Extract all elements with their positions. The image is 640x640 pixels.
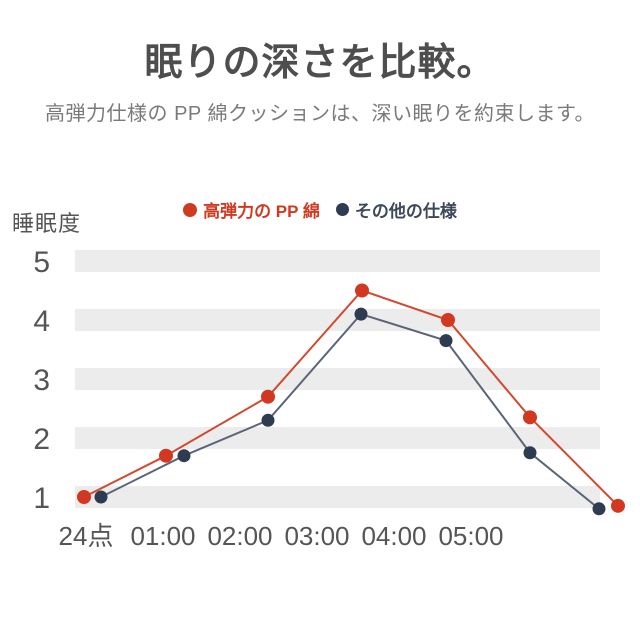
x-axis-label: 04:00	[361, 521, 426, 551]
legend-label-pp-cotton: 高弾力の PP 綿	[203, 202, 320, 221]
page-title: 眠りの深さを比較。	[144, 42, 496, 84]
data-point	[354, 307, 368, 321]
data-point	[523, 446, 537, 460]
legend-label-other-spec: その他の仕様	[354, 202, 457, 221]
grid-stripe	[75, 368, 600, 390]
grid-stripe	[75, 250, 600, 272]
legend-red-dot-icon	[183, 202, 198, 217]
y-axis-title: 睡眠度	[12, 211, 82, 236]
data-point	[261, 413, 275, 427]
data-point	[592, 502, 606, 516]
data-point	[261, 389, 275, 404]
data-point	[611, 498, 625, 513]
x-axis-label: 24点	[59, 521, 114, 551]
data-point	[439, 334, 453, 348]
legend-item-pp-cotton: 高弾力の PP 綿	[183, 197, 320, 222]
grid-stripe	[75, 427, 600, 449]
y-tick-label: 3	[33, 364, 50, 397]
data-point	[441, 313, 455, 327]
data-point	[177, 449, 191, 463]
legend-navy-dot-icon	[335, 203, 349, 216]
data-point	[159, 448, 173, 463]
x-axis-label: 02:00	[207, 521, 272, 551]
data-point	[523, 410, 537, 425]
y-tick-label: 4	[33, 305, 50, 338]
data-point	[77, 490, 91, 504]
legend-item-other-spec: その他の仕様	[335, 197, 457, 222]
x-axis-label: 05:00	[438, 521, 503, 551]
y-tick-label: 5	[33, 246, 50, 279]
x-axis-label: 03:00	[284, 521, 349, 551]
x-axis-label: 01:00	[130, 521, 195, 551]
chart-legend: 高弾力の PP 綿 その他の仕様	[0, 197, 640, 222]
data-point	[355, 283, 369, 298]
data-point	[94, 490, 108, 504]
page-subtitle: 高弾力仕様の PP 綿クッションは、深い眠りを約束します。	[45, 102, 595, 125]
y-tick-label: 2	[33, 423, 50, 456]
grid-stripe	[75, 486, 600, 508]
y-tick-label: 1	[33, 482, 50, 515]
grid-stripe	[75, 309, 600, 331]
